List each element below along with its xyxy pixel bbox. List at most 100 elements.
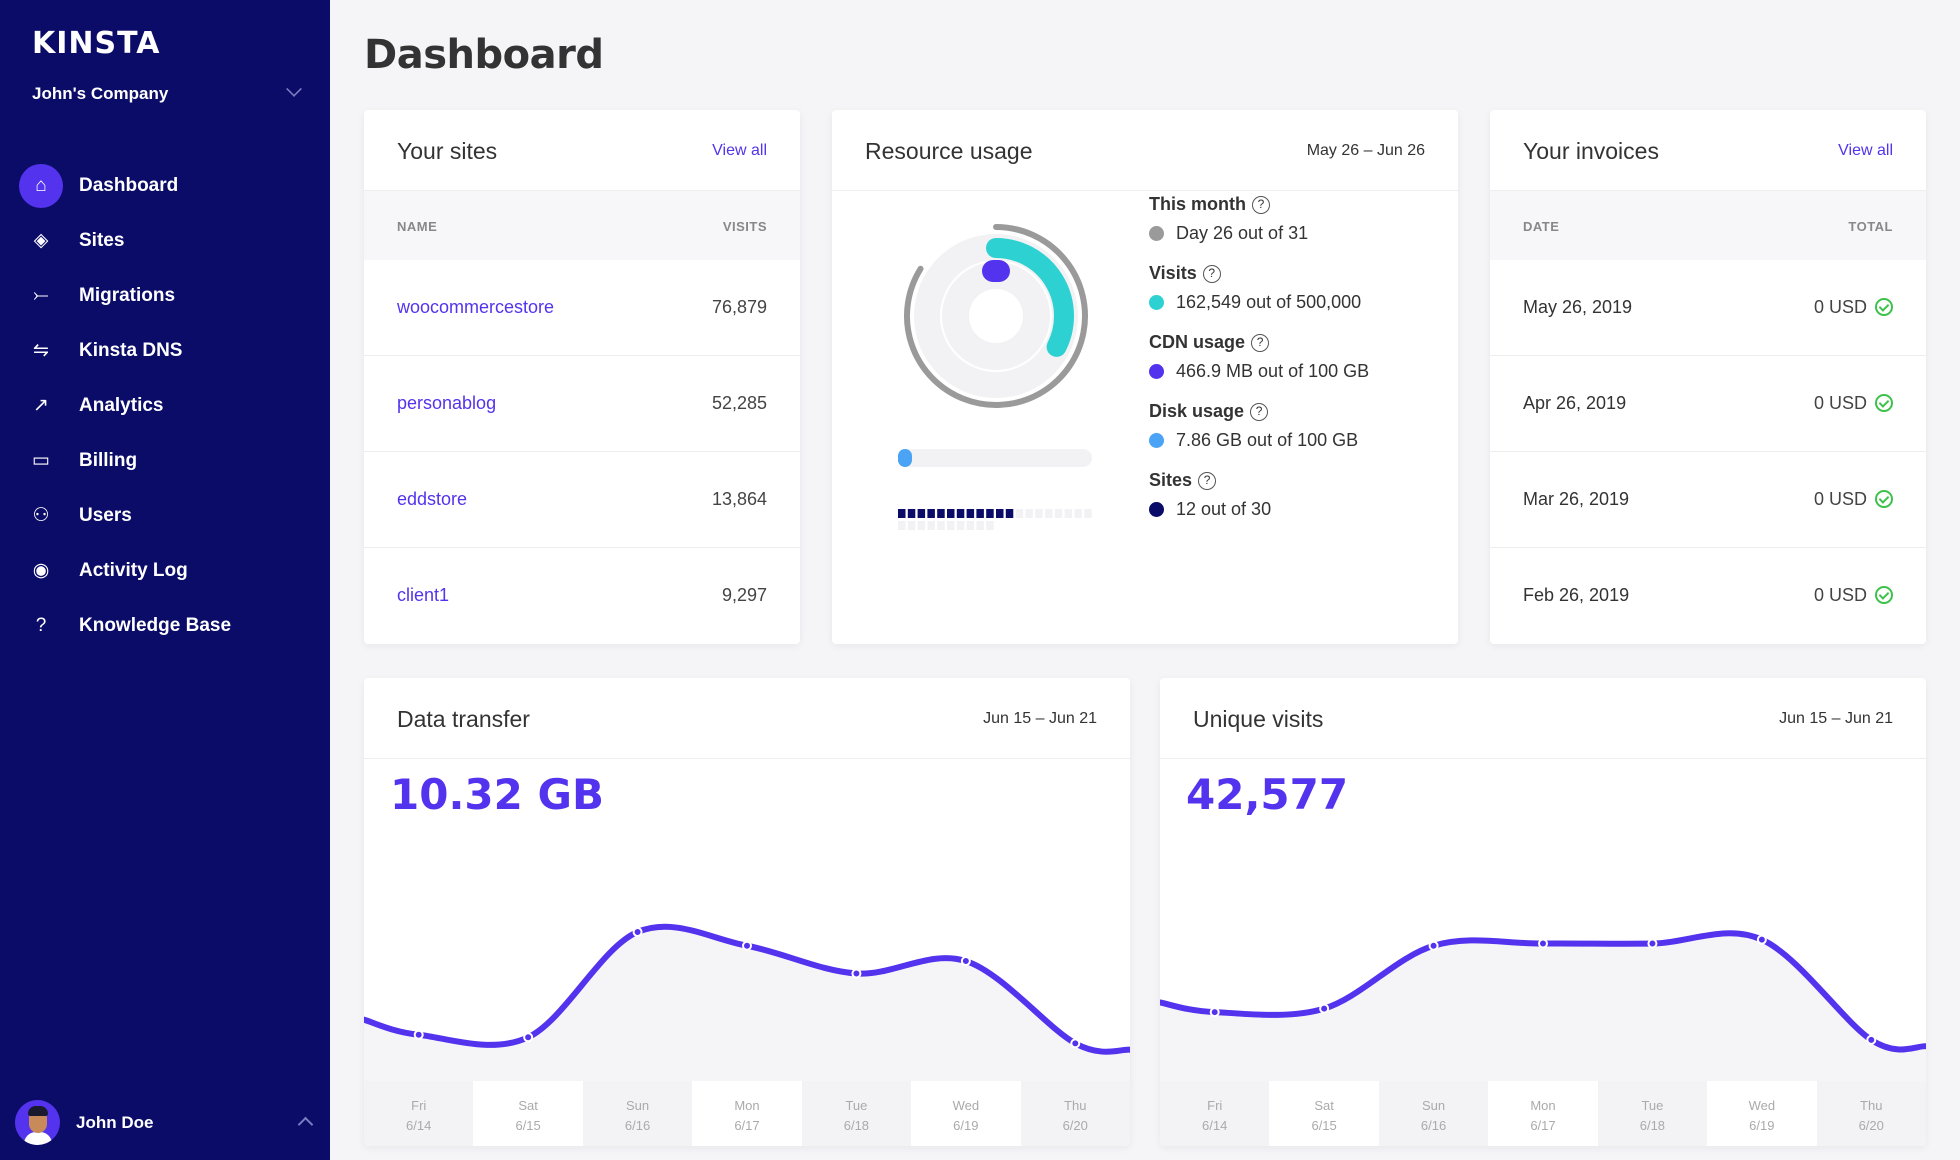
sites-card: Your sites View all NAME VISITS woocommer… <box>364 110 800 644</box>
help-icon[interactable]: ? <box>1202 264 1221 283</box>
site-link[interactable]: woocommercestore <box>397 297 555 317</box>
sidebar-item-dashboard[interactable]: ⌂ Dashboard <box>0 158 330 213</box>
usage-label: Visits <box>1149 263 1197 283</box>
x-tick-date: 6/16 <box>1420 1118 1447 1133</box>
site-slot <box>1084 509 1092 518</box>
site-slot <box>927 509 935 518</box>
site-slot <box>1054 509 1063 518</box>
x-tick-day: Sat <box>518 1098 538 1113</box>
data-point[interactable] <box>1866 1034 1877 1045</box>
chevron-up-icon[interactable] <box>297 1116 314 1133</box>
x-tick-day: Fri <box>1207 1098 1223 1113</box>
trend-up-icon: ↗ <box>33 395 49 416</box>
usage-legend: This month? Day 26 out of 31 Visits? 162,54… <box>1149 194 1369 539</box>
chevron-down-icon[interactable] <box>286 81 302 97</box>
data-point[interactable] <box>1756 934 1767 945</box>
help-icon[interactable]: ? <box>1250 402 1269 421</box>
dns-icon: ⇋ <box>33 340 49 361</box>
x-tick-date: 6/19 <box>953 1118 979 1133</box>
help-icon[interactable]: ? <box>1252 195 1270 214</box>
invoice-total: 0 USD <box>1813 297 1867 317</box>
legend-dot <box>1149 295 1164 310</box>
help-icon[interactable]: ? <box>1251 333 1270 352</box>
sidebar-item-migrations[interactable]: ⤚ Migrations <box>0 268 330 323</box>
sidebar-item-sites[interactable]: ◈ Sites <box>0 213 330 268</box>
invoice-total: 0 USD <box>1813 489 1867 509</box>
table-row[interactable]: Feb 26, 2019 0 USD <box>1490 548 1926 644</box>
x-tick: Sat 6/15 <box>473 1081 583 1146</box>
table-row[interactable]: Mar 26, 2019 0 USD <box>1490 452 1926 548</box>
x-tick-date: 6/18 <box>843 1118 870 1133</box>
invoice-date: Mar 26, 2019 <box>1523 489 1630 509</box>
data-point[interactable] <box>1538 938 1548 949</box>
resource-usage-card: Resource usage May 26 – Jun 26 This mont… <box>832 110 1458 644</box>
x-tick: Fri 6/14 <box>1160 1081 1270 1146</box>
x-tick-date: 6/17 <box>734 1118 760 1133</box>
data-point[interactable] <box>1319 1003 1330 1014</box>
data-point[interactable] <box>1647 938 1658 949</box>
view-all-sites-link[interactable]: View all <box>712 142 767 159</box>
data-point[interactable] <box>413 1029 424 1040</box>
credit-card-icon: ▭ <box>32 450 50 471</box>
x-tick: Sun 6/16 <box>582 1081 693 1146</box>
data-point[interactable] <box>1428 940 1439 951</box>
column-header-total: TOTAL <box>1848 219 1893 234</box>
x-tick-date: 6/15 <box>515 1118 541 1133</box>
data-point[interactable] <box>851 968 862 979</box>
user-menu[interactable]: John Doe <box>15 1100 153 1145</box>
site-visits: 13,864 <box>711 489 767 509</box>
data-point[interactable] <box>1209 1007 1220 1018</box>
company-selector[interactable]: John's Company <box>32 84 169 103</box>
site-slot <box>898 509 906 518</box>
table-row[interactable]: Apr 26, 2019 0 USD <box>1490 356 1926 452</box>
table-row[interactable]: May 26, 2019 0 USD <box>1490 260 1926 356</box>
view-all-invoices-link[interactable]: View all <box>1838 142 1893 159</box>
help-icon: ? <box>35 614 47 636</box>
paid-check-icon <box>1875 490 1893 508</box>
site-slot <box>917 521 926 530</box>
card-title: Resource usage <box>865 138 1033 164</box>
data-point[interactable] <box>1070 1038 1081 1049</box>
x-tick-day: Tue <box>845 1098 868 1113</box>
donut-center <box>969 289 1023 343</box>
data-point[interactable] <box>742 940 752 951</box>
help-icon[interactable]: ? <box>1198 471 1217 490</box>
site-slot <box>956 509 965 518</box>
x-axis: Fri 6/14 Sat 6/15 Sun 6/16 Mon 6/17 Tue 6/18 Wed 6/… <box>364 1081 1130 1146</box>
home-icon: ⌂ <box>19 163 63 208</box>
x-tick: Wed 6/19 <box>1707 1081 1817 1146</box>
sidebar-item-activity-log[interactable]: ◉ Activity Log <box>0 543 330 598</box>
avatar[interactable] <box>15 1100 60 1145</box>
paid-check-icon <box>1875 586 1893 604</box>
x-tick-day: Fri <box>411 1098 427 1113</box>
site-slot <box>1035 509 1043 518</box>
data-point[interactable] <box>632 927 643 938</box>
site-slot <box>937 509 945 518</box>
site-link[interactable]: personablog <box>397 393 497 413</box>
site-slot <box>1025 509 1033 518</box>
usage-item: Visits? 162,549 out of 500,000 <box>1149 263 1369 332</box>
disk-fill <box>898 449 912 467</box>
area-fill <box>364 926 1130 1081</box>
x-tick-day: Tue <box>1641 1098 1664 1113</box>
sidebar-item-kinsta-dns[interactable]: ⇋ Kinsta DNS <box>0 323 330 378</box>
site-slot <box>966 521 975 530</box>
sidebar-item-analytics[interactable]: ↗ Analytics <box>0 378 330 433</box>
x-tick: Wed 6/19 <box>911 1081 1021 1146</box>
site-link[interactable]: eddstore <box>397 489 468 509</box>
sidebar-item-knowledge-base[interactable]: ? Knowledge Base <box>0 598 330 653</box>
sidebar-item-billing[interactable]: ▭ Billing <box>0 433 330 488</box>
site-slot <box>947 509 955 518</box>
layers-icon: ◈ <box>33 230 49 251</box>
kinsta-logo[interactable]: KINSTA <box>32 26 161 61</box>
data-point[interactable] <box>960 956 971 967</box>
sidebar-item-label: Knowledge Base <box>79 614 232 636</box>
x-tick-day: Sun <box>625 1098 650 1113</box>
date-range: Jun 15 – Jun 21 <box>983 710 1097 727</box>
x-tick-date: 6/15 <box>1311 1118 1337 1133</box>
data-point[interactable] <box>523 1032 534 1043</box>
x-tick: Fri 6/14 <box>364 1081 474 1146</box>
site-link[interactable]: client1 <box>397 585 450 605</box>
invoice-total-cell: 0 USD <box>1814 585 1893 606</box>
sidebar-item-users[interactable]: ⚇ Users <box>0 488 330 543</box>
